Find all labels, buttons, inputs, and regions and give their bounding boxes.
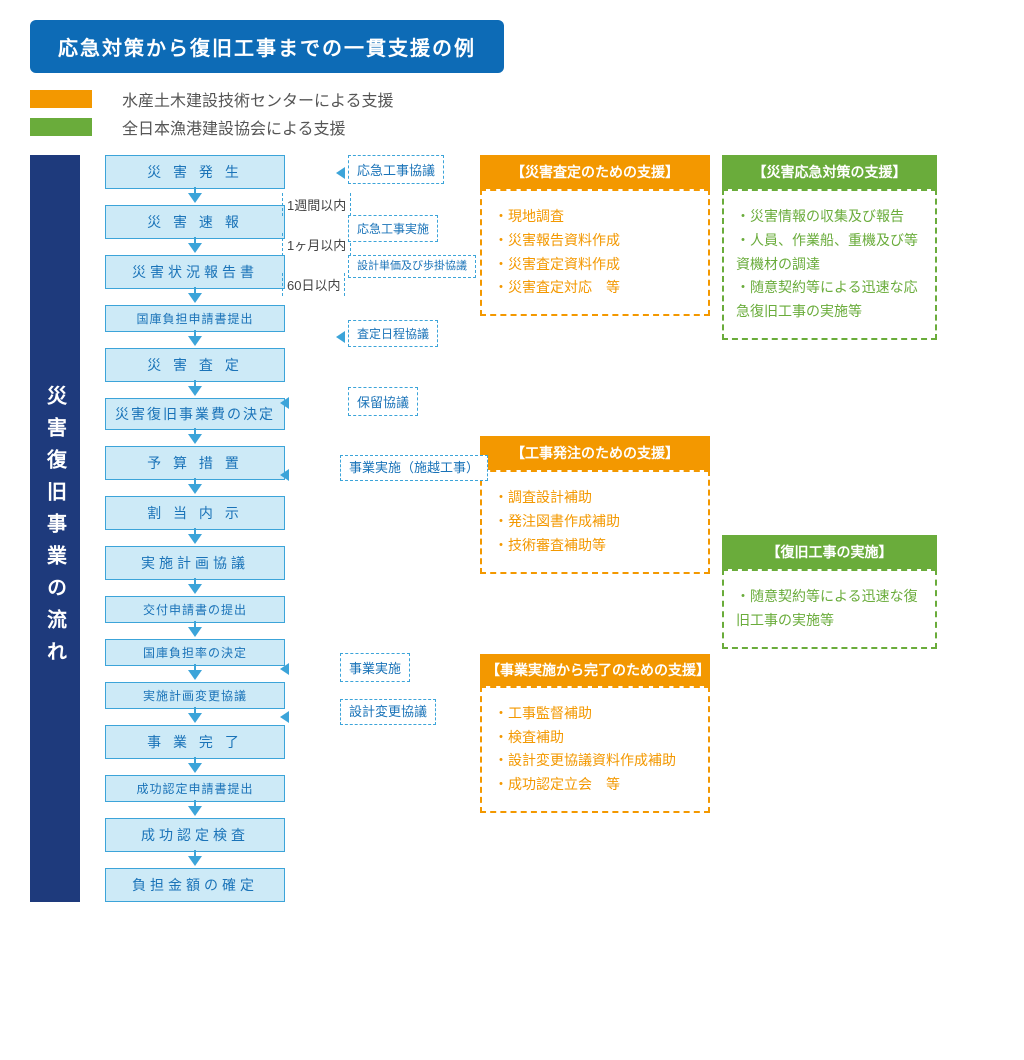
orange-block-0: 【災害査定のための支援】・現地調査・災害報告資料作成・災害査定資料作成・災害査定… <box>480 155 710 316</box>
sidebar-title: 災害復旧事業の流れ <box>30 155 80 902</box>
flow-step-9: 交付申請書の提出 <box>105 596 285 623</box>
flow-step-3: 国庫負担申請書提出 <box>105 305 285 332</box>
orange-support-column: 【災害査定のための支援】・現地調査・災害報告資料作成・災害査定資料作成・災害査定… <box>480 155 710 833</box>
orange-header-2: 【事業実施から完了のための支援】 <box>480 654 710 686</box>
flow-step-2: 災害状況報告書 <box>105 255 285 289</box>
green-support-column: 【災害応急対策の支援】・災害情報の収集及び報告・人員、作業船、重機及び等資機材の… <box>722 155 937 669</box>
green-header-0: 【災害応急対策の支援】 <box>722 155 937 189</box>
flow-step-0: 災 害 発 生 <box>105 155 285 189</box>
legend-swatch-green <box>30 118 92 136</box>
flow-arrow-icon <box>188 806 202 816</box>
flow-arrow-icon <box>188 193 202 203</box>
flow-step-14: 成功認定検査 <box>105 818 285 852</box>
note-emergency-consult: 応急工事協議 <box>348 155 444 184</box>
legend-swatch-orange <box>30 90 92 108</box>
note-unit-price: 設計単価及び歩掛協議 <box>348 255 476 278</box>
flow-step-15: 負担金額の確定 <box>105 868 285 902</box>
green-block-1: 【復旧工事の実施】・随意契約等による迅速な復旧工事の実施等 <box>722 535 937 649</box>
flow-arrow-icon <box>188 434 202 444</box>
flow-arrow-icon <box>188 584 202 594</box>
flow-arrow-icon <box>188 243 202 253</box>
note-design-change: 設計変更協議 <box>340 699 436 725</box>
orange-block-2: 【事業実施から完了のための支援】・工事監督補助・検査補助・設計変更協議資料作成補… <box>480 654 710 813</box>
flow-step-12: 事 業 完 了 <box>105 725 285 759</box>
flow-arrow-icon <box>188 627 202 637</box>
note-biz-exec2: 事業実施 <box>340 653 410 682</box>
green-header-1: 【復旧工事の実施】 <box>722 535 937 569</box>
timing-1month: 1ヶ月以内 <box>282 233 351 256</box>
orange-body-1: ・調査設計補助・発注図書作成補助・技術審査補助等 <box>480 470 710 573</box>
flow-step-11: 実施計画変更協議 <box>105 682 285 709</box>
flow-step-6: 予 算 措 置 <box>105 446 285 480</box>
flow-arrow-icon <box>188 670 202 680</box>
green-body-0: ・災害情報の収集及び報告・人員、作業船、重機及び等資機材の調達・随意契約等による… <box>722 189 937 340</box>
flow-step-5: 災害復旧事業費の決定 <box>105 398 285 430</box>
note-biz-exec1: 事業実施（施越工事） <box>340 455 488 481</box>
flow-step-10: 国庫負担率の決定 <box>105 639 285 666</box>
flow-step-13: 成功認定申請書提出 <box>105 775 285 802</box>
legend-text-orange: 水産土木建設技術センターによる支援 <box>122 87 394 111</box>
legend-row-green: 全日本漁港建設協会による支援 <box>30 115 994 139</box>
green-body-1: ・随意契約等による迅速な復旧工事の実施等 <box>722 569 937 649</box>
legend-text-green: 全日本漁港建設協会による支援 <box>122 115 346 139</box>
flow-step-1: 災 害 速 報 <box>105 205 285 239</box>
flow-column: 災 害 発 生災 害 速 報災害状況報告書国庫負担申請書提出災 害 査 定災害復… <box>80 155 300 902</box>
flow-arrow-icon <box>188 856 202 866</box>
main-layout: 災害復旧事業の流れ 災 害 発 生災 害 速 報災害状況報告書国庫負担申請書提出… <box>30 155 994 902</box>
orange-header-1: 【工事発注のための支援】 <box>480 436 710 470</box>
flow-arrow-icon <box>188 534 202 544</box>
flow-arrow-icon <box>188 484 202 494</box>
flow-arrow-icon <box>188 713 202 723</box>
flow-arrow-icon <box>188 386 202 396</box>
timing-1week: 1週間以内 <box>282 193 351 216</box>
orange-body-2: ・工事監督補助・検査補助・設計変更協議資料作成補助・成功認定立会 等 <box>480 686 710 813</box>
flow-step-8: 実施計画協議 <box>105 546 285 580</box>
flow-step-4: 災 害 査 定 <box>105 348 285 382</box>
legend: 水産土木建設技術センターによる支援 全日本漁港建設協会による支援 <box>30 87 994 139</box>
orange-header-0: 【災害査定のための支援】 <box>480 155 710 189</box>
orange-body-0: ・現地調査・災害報告資料作成・災害査定資料作成・災害査定対応 等 <box>480 189 710 316</box>
timing-60days: 60日以内 <box>282 273 345 296</box>
flow-arrow-icon <box>188 763 202 773</box>
note-schedule: 査定日程協議 <box>348 320 438 347</box>
green-block-0: 【災害応急対策の支援】・災害情報の収集及び報告・人員、作業船、重機及び等資機材の… <box>722 155 937 340</box>
orange-block-1: 【工事発注のための支援】・調査設計補助・発注図書作成補助・技術審査補助等 <box>480 436 710 573</box>
note-emergency-exec: 応急工事実施 <box>348 215 438 242</box>
flow-arrow-icon <box>188 336 202 346</box>
note-reserve: 保留協議 <box>348 387 418 416</box>
flow-arrow-icon <box>188 293 202 303</box>
flow-step-7: 割 当 内 示 <box>105 496 285 530</box>
legend-row-orange: 水産土木建設技術センターによる支援 <box>30 87 994 111</box>
main-title: 応急対策から復旧工事までの一貫支援の例 <box>30 20 504 73</box>
